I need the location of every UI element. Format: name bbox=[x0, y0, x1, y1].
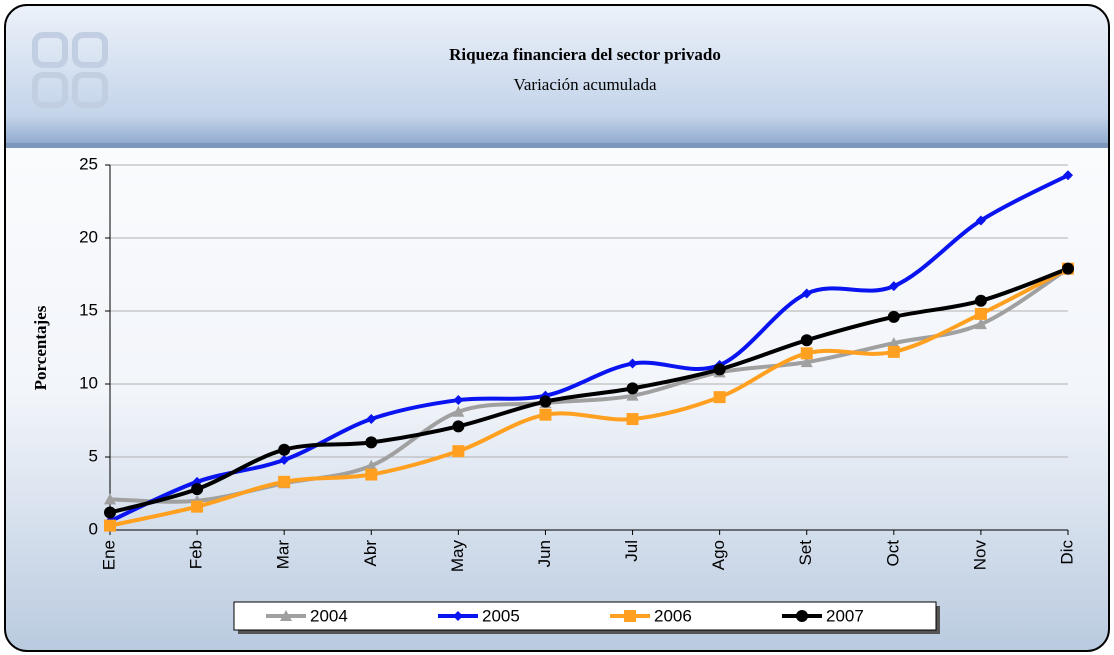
point bbox=[366, 414, 377, 425]
series-line bbox=[109, 173, 1069, 524]
point bbox=[800, 356, 813, 368]
point bbox=[104, 493, 116, 505]
point bbox=[191, 500, 204, 513]
point bbox=[1062, 262, 1074, 275]
frame bbox=[4, 4, 1110, 652]
point bbox=[104, 519, 116, 532]
x-tick-label: Dic bbox=[1057, 540, 1076, 565]
chart-subtitle: Variación acumulada bbox=[513, 75, 656, 94]
legend-marker bbox=[624, 610, 636, 622]
legend-marker bbox=[280, 610, 292, 621]
x-tick-label: Nov bbox=[970, 540, 989, 571]
point bbox=[975, 215, 986, 226]
point bbox=[626, 389, 639, 401]
legend-label: 2007 bbox=[826, 606, 864, 625]
point bbox=[627, 358, 638, 369]
y-tick-label: 25 bbox=[79, 154, 98, 173]
point bbox=[887, 345, 900, 358]
point bbox=[191, 483, 204, 496]
point bbox=[887, 310, 900, 323]
point bbox=[104, 506, 116, 519]
x-tick-label: Feb bbox=[187, 540, 206, 569]
point bbox=[713, 391, 726, 404]
point bbox=[974, 294, 987, 307]
x-tick-label: Ene bbox=[99, 540, 118, 570]
legend-label: 2006 bbox=[654, 606, 692, 625]
series-line bbox=[109, 266, 1069, 515]
x-tick-label: Jul bbox=[622, 540, 641, 562]
point bbox=[801, 288, 812, 299]
point bbox=[713, 363, 726, 376]
chart-title: Riqueza financiera del sector privado bbox=[449, 45, 721, 64]
x-tick-label: Ago bbox=[709, 540, 728, 570]
point bbox=[365, 436, 378, 449]
point bbox=[452, 420, 465, 433]
point bbox=[452, 405, 465, 417]
x-tick-label: May bbox=[448, 540, 467, 573]
point bbox=[888, 281, 899, 292]
y-tick-label: 15 bbox=[79, 300, 98, 319]
x-tick-label: Mar bbox=[274, 540, 293, 570]
point bbox=[626, 382, 639, 395]
legend-marker bbox=[453, 611, 463, 621]
x-tick-label: Abr bbox=[361, 540, 380, 567]
y-axis-label: Porcentajes bbox=[31, 305, 50, 390]
x-tick-label: Jun bbox=[535, 540, 554, 567]
point bbox=[800, 347, 813, 360]
x-tick-label: Set bbox=[796, 540, 815, 566]
logo bbox=[32, 32, 108, 108]
point bbox=[539, 395, 552, 408]
legend-label: 2004 bbox=[310, 606, 348, 625]
y-tick-label: 10 bbox=[79, 373, 98, 392]
y-tick-label: 0 bbox=[89, 519, 98, 538]
point bbox=[626, 413, 639, 426]
point bbox=[365, 468, 378, 481]
y-tick-label: 20 bbox=[79, 227, 98, 246]
point bbox=[453, 395, 464, 406]
point bbox=[974, 318, 987, 330]
point bbox=[278, 443, 291, 456]
point bbox=[800, 334, 813, 347]
point bbox=[974, 307, 987, 320]
point bbox=[365, 459, 378, 471]
legend-label: 2005 bbox=[482, 606, 520, 625]
series-line bbox=[109, 266, 1069, 528]
point bbox=[279, 454, 290, 465]
y-tick-label: 5 bbox=[89, 446, 98, 465]
point bbox=[1063, 170, 1073, 181]
point bbox=[278, 475, 291, 488]
point bbox=[452, 445, 465, 458]
point bbox=[539, 408, 552, 421]
legend-marker bbox=[796, 610, 808, 622]
point bbox=[887, 337, 900, 349]
x-tick-label: Oct bbox=[883, 540, 902, 567]
